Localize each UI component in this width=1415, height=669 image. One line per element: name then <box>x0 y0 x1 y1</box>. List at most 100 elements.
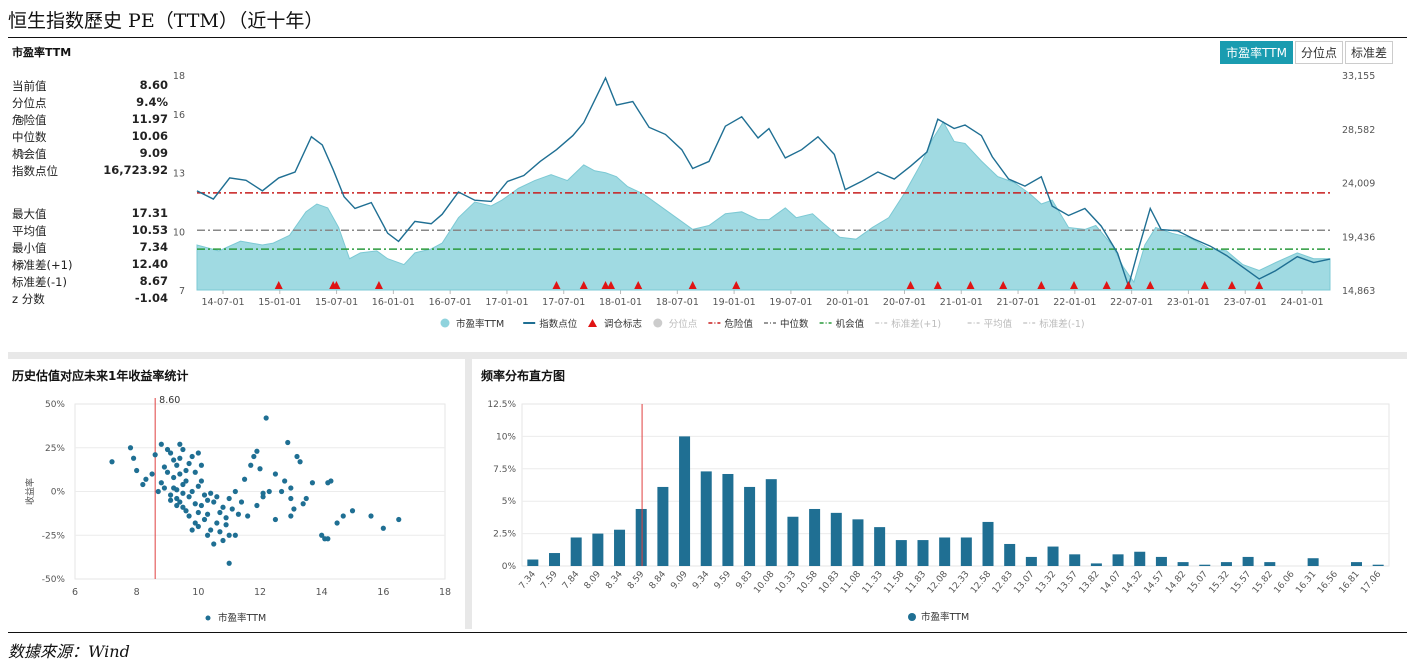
stddev-button[interactable]: 标准差 <box>1344 41 1393 64</box>
stat-value: 9.09 <box>139 145 168 160</box>
scatter-point <box>254 502 260 509</box>
x-tick-label: 16-07-01 <box>429 297 472 308</box>
x-tick-label: 15.82 <box>1251 570 1275 596</box>
legend-item-label: 指数点位 <box>539 318 578 330</box>
scatter-point <box>195 483 201 489</box>
x-tick-label: 18 <box>439 587 451 598</box>
scatter-point <box>204 532 211 538</box>
stat-row: 当前值 8.60 <box>12 78 168 94</box>
scatter-point <box>171 457 177 463</box>
x-tick-label: 23-01-01 <box>1167 297 1210 308</box>
y-tick-label: 0% <box>502 562 517 572</box>
x-tick-label: 10.58 <box>796 569 820 595</box>
rebalance-marker <box>906 281 915 289</box>
scatter-point <box>130 455 137 461</box>
histogram-bar <box>527 559 539 566</box>
scatter-point <box>158 441 164 447</box>
scatter-point <box>198 478 205 484</box>
histogram-bar <box>917 540 929 566</box>
legend-item-label: 平均值 <box>984 318 1013 330</box>
scatter-point <box>396 516 402 523</box>
gear-icon[interactable]: ⚙ <box>16 259 25 271</box>
histogram-bar <box>787 516 799 566</box>
histogram-bar <box>614 529 626 566</box>
percentile-button[interactable]: 分位点 <box>1294 41 1343 64</box>
stat-row: 标准差(-1) 8.67 <box>12 274 168 290</box>
x-tick-label: 15.57 <box>1229 570 1253 596</box>
histogram-bar <box>1112 554 1124 566</box>
scatter-point <box>180 446 186 453</box>
legend-item-label: 分位点 <box>669 318 698 330</box>
y-left-tick-label: 7 <box>179 286 185 297</box>
scatter-point <box>189 453 195 460</box>
x-tick-label: 12.08 <box>926 569 950 595</box>
scatter-point <box>254 448 260 454</box>
scatter-point <box>167 450 174 456</box>
rebalance-marker <box>1200 281 1209 289</box>
x-tick-label: 14-07-01 <box>201 297 244 308</box>
legend-item-label: 标准差(-1) <box>1039 318 1084 330</box>
x-tick-label: 18-01-01 <box>599 297 642 308</box>
scatter-point <box>143 476 149 482</box>
stat-label: 中位数 <box>12 129 47 144</box>
y-tick-label: 12.5% <box>487 400 516 410</box>
legend-item-label: 调仓标志 <box>604 318 642 330</box>
rebalance-marker <box>374 281 383 289</box>
scatter-point <box>325 536 331 542</box>
x-tick-label: 15.07 <box>1186 570 1210 596</box>
histogram-bar <box>1025 556 1037 566</box>
rebalance-marker <box>933 281 942 289</box>
rebalance-marker <box>1124 281 1133 289</box>
scatter-point <box>245 513 251 519</box>
scatter-point <box>257 466 263 472</box>
histogram-bar <box>1372 564 1384 566</box>
x-tick-label: 11.33 <box>861 570 885 596</box>
x-tick-label: 16.06 <box>1273 569 1297 595</box>
scatter-point <box>177 441 183 447</box>
scatter-point <box>109 459 115 465</box>
y-tick-label: 0% <box>51 488 66 498</box>
stat-value: 8.67 <box>139 273 168 288</box>
stat-value: 17.31 <box>131 206 168 220</box>
source-note: 数據來源：Wind <box>8 642 130 661</box>
x-tick-label: 16 <box>377 587 389 598</box>
return-scatter-chart: 50% 25% 0% -25% -50% 6 8 10 12 14 16 18 收益率 8.60 市盈率TT… <box>24 395 451 624</box>
scatter-point <box>149 471 155 477</box>
scatter-point <box>189 488 195 495</box>
x-tick-label: 13.57 <box>1056 570 1080 596</box>
x-tick-label: 8.34 <box>604 569 625 591</box>
scatter-point <box>186 460 192 467</box>
scatter-point <box>211 499 217 505</box>
x-tick-label: 9.83 <box>734 570 755 592</box>
scatter-point <box>214 494 220 500</box>
scatter-point <box>278 488 285 495</box>
y-right-tick-label: 24,009 <box>1342 179 1375 190</box>
x-tick-label: 19-01-01 <box>713 297 756 308</box>
scatter-point <box>204 511 211 517</box>
rebalance-marker <box>552 281 561 289</box>
x-tick-label: 14.32 <box>1121 570 1145 596</box>
rebalance-marker <box>601 281 610 289</box>
y-right-tick-label: 19,436 <box>1342 232 1375 243</box>
histogram-bar <box>1134 551 1146 566</box>
scatter-point <box>380 525 386 531</box>
x-tick-label: 22-07-01 <box>1110 297 1153 308</box>
rebalance-marker <box>1255 281 1264 289</box>
y-tick-label: 50% <box>45 400 65 410</box>
rebalance-marker <box>634 281 643 289</box>
x-tick-label: 13.82 <box>1077 570 1101 596</box>
scatter-point <box>340 513 346 519</box>
pe-ttm-button[interactable]: 市盈率TTM <box>1220 41 1293 64</box>
legend-item-label: 危险值 <box>724 318 753 330</box>
gear-icon[interactable]: ⚙ <box>16 114 25 126</box>
stat-row: 中位数 10.06 <box>12 129 168 145</box>
scatter-point <box>226 495 232 502</box>
stat-value: 10.06 <box>131 128 168 143</box>
scatter-point <box>192 469 198 475</box>
gear-icon[interactable]: ⚙ <box>16 148 25 160</box>
x-tick-label: 17.06 <box>1359 569 1383 595</box>
histogram-bar <box>1047 546 1059 566</box>
x-tick-label: 12 <box>254 587 266 598</box>
stat-label: 平均值 <box>12 223 47 238</box>
x-tick-label: 24-01-01 <box>1280 297 1323 308</box>
